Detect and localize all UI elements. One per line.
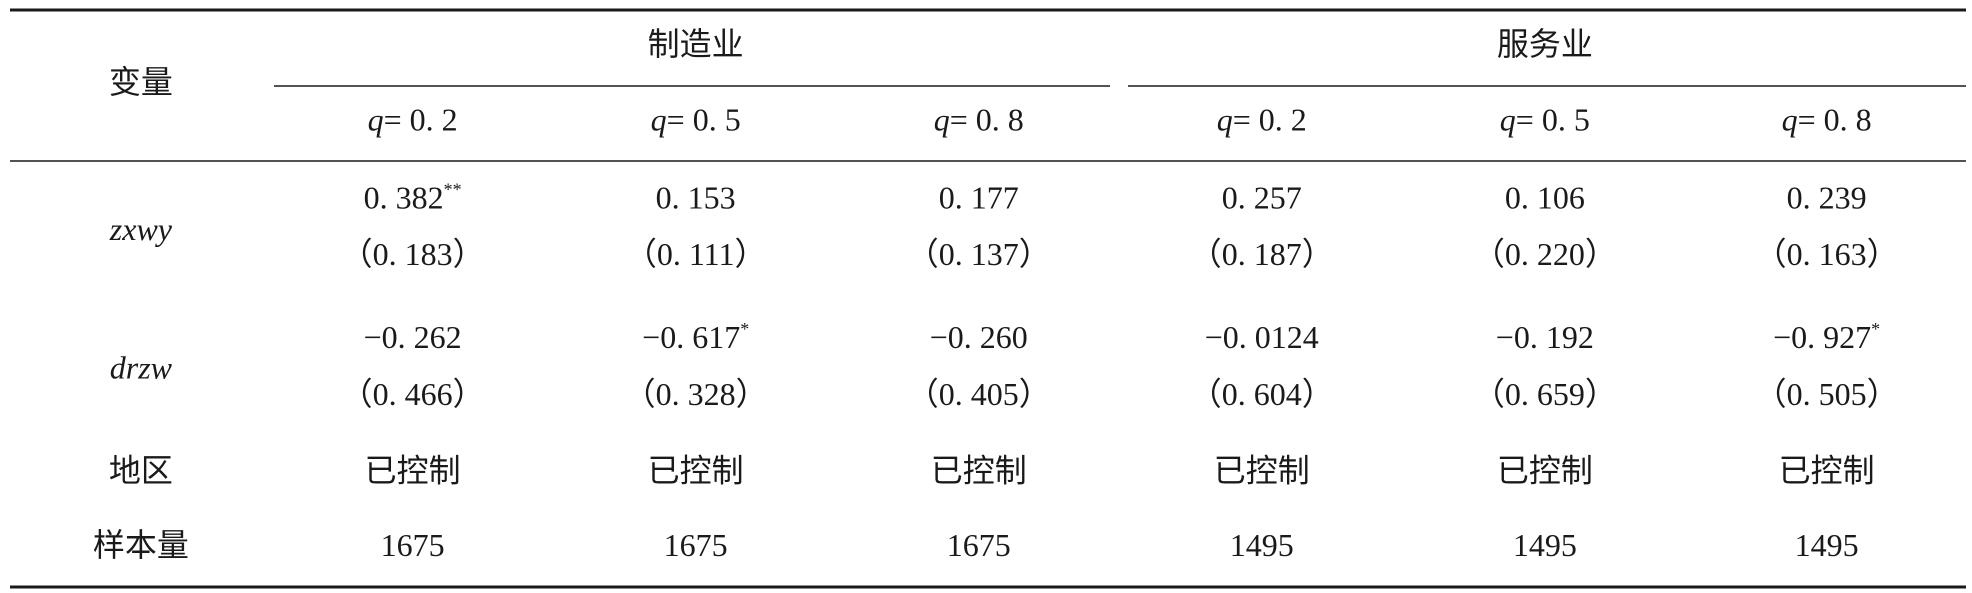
standard-error: （0. 220） bbox=[1473, 236, 1617, 272]
coefficient-value: 0. 177 bbox=[939, 180, 1019, 216]
coefficient: 0. 177 bbox=[939, 180, 1019, 216]
coefficient: 0. 382** bbox=[364, 179, 462, 215]
quantile-header: q= 0. 5 bbox=[1500, 102, 1590, 138]
row-label: drzw bbox=[110, 349, 173, 385]
standard-error: （0. 466） bbox=[341, 376, 485, 412]
coefficient-value: 0. 257 bbox=[1222, 180, 1302, 216]
cell: 已控制 bbox=[1214, 453, 1310, 489]
row-label: zxwy bbox=[109, 211, 173, 247]
significance-stars: * bbox=[740, 319, 749, 339]
cell: 1495 bbox=[1230, 527, 1294, 563]
quantile-header: q= 0. 8 bbox=[1782, 102, 1872, 138]
quantile-header: q= 0. 2 bbox=[1217, 102, 1307, 138]
quantile-header: q= 0. 5 bbox=[651, 102, 741, 138]
significance-stars: ** bbox=[444, 179, 462, 199]
coefficient-value: −0. 617 bbox=[642, 319, 740, 355]
cell: 已控制 bbox=[1497, 453, 1593, 489]
coefficient-value: −0. 262 bbox=[364, 319, 462, 355]
quantile-value: = 0. 8 bbox=[950, 102, 1024, 138]
coefficient: 0. 153 bbox=[656, 180, 736, 216]
coefficient-value: −0. 260 bbox=[930, 319, 1028, 355]
coefficient-value: −0. 192 bbox=[1496, 319, 1594, 355]
cell: 1495 bbox=[1513, 527, 1577, 563]
coefficient-value: 0. 153 bbox=[656, 180, 736, 216]
coefficient-value: 0. 106 bbox=[1505, 180, 1585, 216]
group-header: 服务业 bbox=[1497, 26, 1593, 62]
coefficient-value: −0. 0124 bbox=[1205, 319, 1319, 355]
cell: 已控制 bbox=[365, 453, 461, 489]
cell: 已控制 bbox=[931, 453, 1027, 489]
quantile-symbol: q bbox=[1217, 102, 1233, 138]
coefficient: −0. 927* bbox=[1773, 319, 1880, 355]
quantile-symbol: q bbox=[1500, 102, 1516, 138]
coefficient-value: −0. 927 bbox=[1773, 319, 1871, 355]
quantile-symbol: q bbox=[934, 102, 950, 138]
quantile-header: q= 0. 8 bbox=[934, 102, 1024, 138]
quantile-value: = 0. 2 bbox=[1233, 102, 1307, 138]
quantile-header: q= 0. 2 bbox=[368, 102, 458, 138]
row-label: 样本量 bbox=[93, 527, 189, 563]
quantile-value: = 0. 5 bbox=[667, 102, 741, 138]
quantile-symbol: q bbox=[651, 102, 667, 138]
cell: 已控制 bbox=[1779, 453, 1875, 489]
standard-error: （0. 137） bbox=[907, 236, 1051, 272]
coefficient: −0. 262 bbox=[364, 319, 462, 355]
standard-error: （0. 187） bbox=[1190, 236, 1334, 272]
cell: 已控制 bbox=[648, 453, 744, 489]
standard-error: （0. 328） bbox=[624, 376, 768, 412]
coefficient: 0. 106 bbox=[1505, 180, 1585, 216]
standard-error: （0. 183） bbox=[341, 236, 485, 272]
coefficient: −0. 0124 bbox=[1205, 319, 1319, 355]
standard-error: （0. 505） bbox=[1755, 376, 1899, 412]
coefficient: −0. 260 bbox=[930, 319, 1028, 355]
coefficient: −0. 192 bbox=[1496, 319, 1594, 355]
quantile-value: = 0. 8 bbox=[1798, 102, 1872, 138]
cell: 1675 bbox=[947, 527, 1011, 563]
row-label: 地区 bbox=[109, 453, 173, 489]
cell: 1675 bbox=[664, 527, 728, 563]
standard-error: （0. 405） bbox=[907, 376, 1051, 412]
standard-error: （0. 163） bbox=[1755, 236, 1899, 272]
significance-stars: * bbox=[1871, 319, 1880, 339]
coefficient-value: 0. 382 bbox=[364, 180, 444, 216]
coefficient: −0. 617* bbox=[642, 319, 749, 355]
coefficient-value: 0. 239 bbox=[1787, 180, 1867, 216]
coefficient: 0. 239 bbox=[1787, 180, 1867, 216]
quantile-symbol: q bbox=[368, 102, 384, 138]
standard-error: （0. 111） bbox=[625, 236, 767, 272]
quantile-symbol: q bbox=[1782, 102, 1798, 138]
standard-error: （0. 604） bbox=[1190, 376, 1334, 412]
quantile-value: = 0. 2 bbox=[384, 102, 458, 138]
coefficient: 0. 257 bbox=[1222, 180, 1302, 216]
group-header: 制造业 bbox=[648, 26, 744, 62]
standard-error: （0. 659） bbox=[1473, 376, 1617, 412]
quantile-value: = 0. 5 bbox=[1516, 102, 1590, 138]
cell: 1495 bbox=[1795, 527, 1859, 563]
cell: 1675 bbox=[381, 527, 445, 563]
variable-header: 变量 bbox=[109, 64, 173, 100]
